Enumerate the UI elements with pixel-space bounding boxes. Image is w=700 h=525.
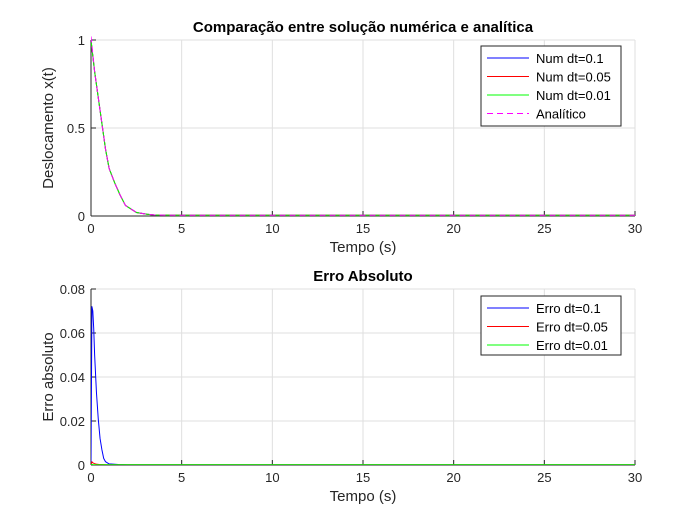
x-tick-label: 0 — [87, 221, 94, 236]
legend-box — [480, 45, 622, 127]
x-tick-label: 25 — [537, 221, 551, 236]
top-plot: 0 5 10 15 20 25 30 0 0.5 1 Comparação entre soluçã… — [40, 19, 642, 256]
legend-label-3: Analítico — [536, 107, 586, 122]
y-tick-label: 0.04 — [60, 370, 85, 385]
y-tick-label: 0.5 — [67, 121, 85, 136]
series-group — [91, 306, 635, 465]
x-tick-label: 15 — [356, 470, 370, 485]
x-tick-label: 30 — [628, 221, 642, 236]
series-line-3 — [91, 36, 635, 216]
series-group — [91, 36, 635, 216]
legend: Erro dt=0.1 Erro dt=0.05 Erro dt=0.01 — [480, 295, 622, 356]
legend-label-0: Erro dt=0.1 — [536, 301, 601, 316]
x-tick-label: 20 — [446, 221, 460, 236]
x-tick-label: 5 — [178, 470, 185, 485]
legend: Num dt=0.1 Num dt=0.05 Num dt=0.01 Analític… — [480, 45, 622, 127]
legend-label-1: Num dt=0.05 — [536, 70, 611, 85]
x-tick-label: 10 — [265, 221, 279, 236]
y-axis-label: Deslocamento x(t) — [40, 67, 57, 189]
x-tick-label: 15 — [356, 221, 370, 236]
y-axis-label: Erro absoluto — [40, 332, 57, 421]
chart-title: Comparação entre solução numérica e anal… — [193, 19, 534, 36]
x-axis-label: Tempo (s) — [330, 239, 397, 256]
legend-label-1: Erro dt=0.05 — [536, 320, 608, 335]
y-tick-label: 0 — [78, 209, 85, 224]
legend-label-0: Num dt=0.1 — [536, 51, 604, 66]
bottom-plot: 0 5 10 15 20 25 30 0 0.02 0.04 0.06 0.08 Erro Absolu… — [40, 268, 642, 505]
y-tick-label: 0.02 — [60, 414, 85, 429]
x-tick-label: 25 — [537, 470, 551, 485]
y-tick-label: 1 — [78, 33, 85, 48]
x-tick-label: 30 — [628, 470, 642, 485]
x-tick-label: 5 — [178, 221, 185, 236]
x-axis-label: Tempo (s) — [330, 488, 397, 505]
x-tick-label: 10 — [265, 470, 279, 485]
x-tick-label: 20 — [446, 470, 460, 485]
legend-label-2: Erro dt=0.01 — [536, 338, 608, 353]
y-tick-label: 0.06 — [60, 326, 85, 341]
chart-title: Erro Absoluto — [313, 268, 412, 285]
y-tick-label: 0 — [78, 458, 85, 473]
series-line-2 — [91, 463, 635, 465]
x-tick-label: 0 — [87, 470, 94, 485]
y-tick-label: 0.08 — [60, 282, 85, 297]
legend-label-2: Num dt=0.01 — [536, 88, 611, 103]
